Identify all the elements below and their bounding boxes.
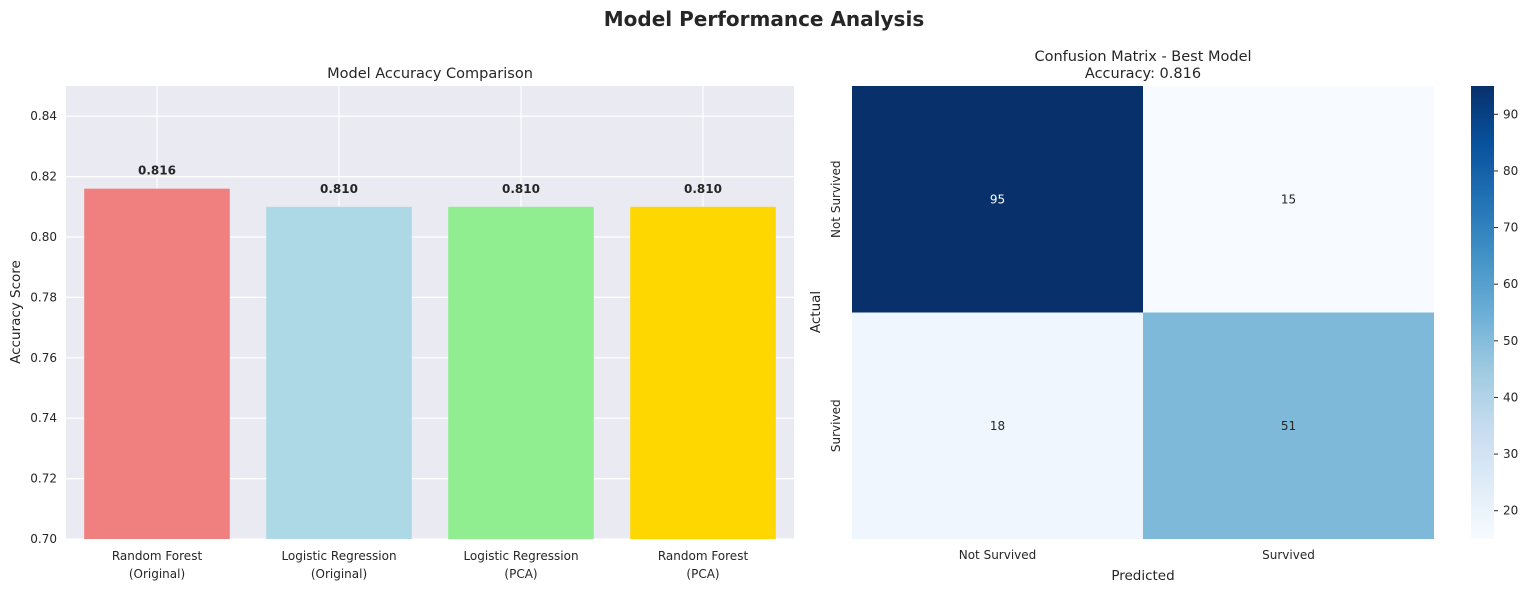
heatmap-cells: 95 15 18 51 <box>852 86 1434 539</box>
heatmap-cell <box>852 86 1143 313</box>
bar-value-label: 0.810 <box>684 182 722 196</box>
heatmap-xlabel: Predicted <box>1111 568 1174 584</box>
bar-chart-x-ticks: Random Forest (Original) Logistic Regressi… <box>112 549 749 581</box>
colorbar-tick-label: 40 <box>1503 390 1518 404</box>
y-tick-label: 0.80 <box>30 230 57 244</box>
colorbar-tick-label: 50 <box>1503 334 1518 348</box>
heatmap-subtitle: Accuracy: 0.816 <box>1085 66 1201 82</box>
heatmap-y-tick-label: Survived <box>829 399 843 452</box>
heatmap-y-ticks: Not Survived Survived <box>829 160 843 452</box>
colorbar-tick-label: 80 <box>1503 164 1518 178</box>
bar-value-label: 0.810 <box>320 182 358 196</box>
y-tick-label: 0.74 <box>30 411 57 425</box>
heatmap-cell <box>852 312 1143 539</box>
bar-chart-bars: 0.816 0.810 0.810 0.810 <box>84 164 776 540</box>
colorbar-tick-label: 30 <box>1503 447 1518 461</box>
heatmap-x-tick-label: Survived <box>1262 548 1315 562</box>
colorbar-tick-label: 60 <box>1503 277 1518 291</box>
figure-title: Model Performance Analysis <box>604 7 924 31</box>
colorbar-tick-label: 70 <box>1503 221 1518 235</box>
bar <box>266 206 412 540</box>
y-tick-label: 0.72 <box>30 472 57 486</box>
heatmap-cell-value: 51 <box>1281 419 1296 433</box>
colorbar-tick-label: 20 <box>1503 504 1518 518</box>
bar-value-label: 0.816 <box>138 164 176 178</box>
y-tick-label: 0.70 <box>30 532 57 546</box>
y-tick-label: 0.84 <box>30 109 57 123</box>
x-tick-label: Logistic Regression (PCA) <box>463 549 578 581</box>
heatmap-x-tick-label: Not Survived <box>959 548 1037 562</box>
colorbar-ticks: 20 30 40 50 60 70 80 90 <box>1494 107 1518 518</box>
bar <box>84 188 230 539</box>
y-tick-label: 0.82 <box>30 170 57 184</box>
bar <box>448 206 594 540</box>
x-tick-label: Logistic Regression (Original) <box>281 549 396 581</box>
heatmap-cell-value: 18 <box>990 419 1005 433</box>
bar <box>630 206 776 540</box>
x-tick-label: Random Forest (Original) <box>112 549 203 581</box>
bar-chart-title: Model Accuracy Comparison <box>327 66 533 82</box>
heatmap-x-ticks: Not Survived Survived <box>959 548 1315 562</box>
heatmap-title: Confusion Matrix - Best Model <box>1034 49 1251 65</box>
colorbar <box>1471 86 1494 539</box>
heatmap-ylabel: Actual <box>808 291 824 333</box>
heatmap-cell <box>1143 312 1434 539</box>
colorbar-tick-label: 90 <box>1503 107 1518 121</box>
bar-chart-y-ticks: 0.70 0.72 0.74 0.76 0.78 0.80 0.82 0.84 <box>30 109 57 546</box>
y-tick-label: 0.78 <box>30 290 57 304</box>
heatmap-cell <box>1143 86 1434 313</box>
x-tick-label: Random Forest (PCA) <box>658 549 749 581</box>
heatmap-cell-value: 15 <box>1281 192 1296 206</box>
bar-chart-ylabel: Accuracy Score <box>8 260 24 364</box>
confusion-matrix: Confusion Matrix - Best Model Accuracy: … <box>808 49 1518 584</box>
heatmap-y-tick-label: Not Survived <box>829 160 843 238</box>
y-tick-label: 0.76 <box>30 351 57 365</box>
bar-value-label: 0.810 <box>502 182 540 196</box>
heatmap-cell-value: 95 <box>990 192 1005 206</box>
